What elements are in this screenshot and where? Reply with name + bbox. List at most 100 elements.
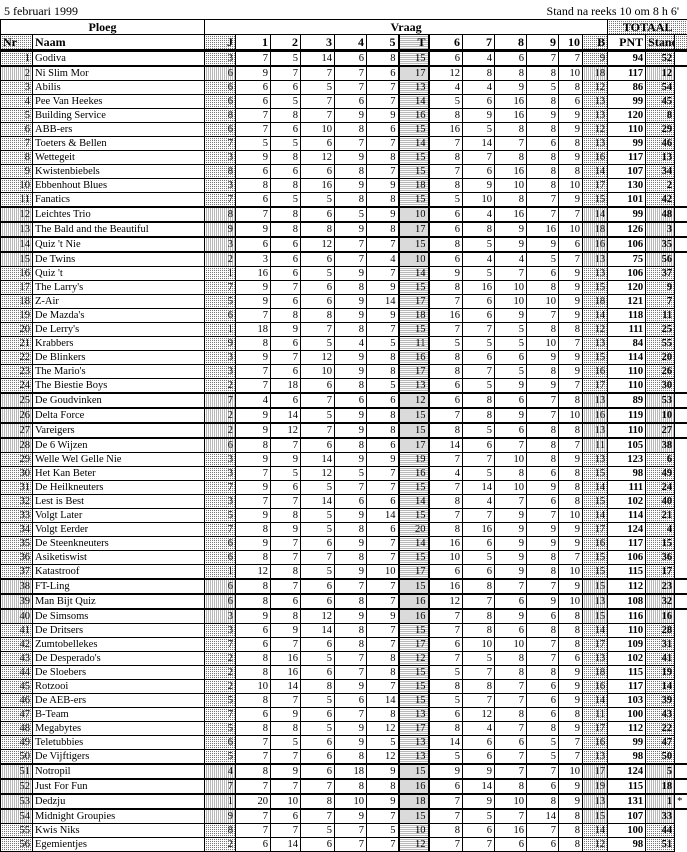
cell-j: 9 [205, 809, 236, 824]
cell-pnt: 116 [608, 609, 646, 624]
cell-note [675, 708, 687, 722]
cell-q5: 7 [367, 481, 399, 495]
cell-j: 6 [205, 123, 236, 137]
cell-name: Quiz 't Nie [33, 237, 205, 252]
cell-pnt: 102 [608, 652, 646, 666]
cell-q10: 9 [559, 666, 583, 680]
cell-q7: 4 [463, 81, 495, 95]
cell-nr: 22 [1, 351, 33, 365]
cell-q3: 7 [301, 393, 335, 408]
cell-stand: 5 [646, 764, 675, 779]
cell-name: De Dritsers [33, 624, 205, 638]
cell-nr: 15 [1, 252, 33, 267]
cell-q1: 6 [236, 165, 271, 179]
cell-q8: 10 [495, 295, 527, 309]
cell-pnt: 107 [608, 165, 646, 179]
cell-q4: 7 [335, 481, 367, 495]
cell-nr: 43 [1, 652, 33, 666]
cell-q8: 16 [495, 95, 527, 109]
cell-q5: 9 [367, 794, 399, 809]
cell-name: Wettegeit [33, 151, 205, 165]
cell-q10: 9 [559, 123, 583, 137]
cell-q8: 8 [495, 708, 527, 722]
cell-q5: 6 [367, 438, 399, 453]
cell-pnt: 101 [608, 193, 646, 208]
cell-q4: 7 [335, 666, 367, 680]
cell-nr: 21 [1, 337, 33, 351]
cell-j: 7 [205, 137, 236, 151]
cell-j: 6 [205, 551, 236, 565]
cell-stand: 15 [646, 537, 675, 551]
cell-q9: 9 [527, 109, 559, 123]
cell-q3: 7 [301, 95, 335, 109]
cell-q1: 7 [236, 109, 271, 123]
cell-stand: 49 [646, 467, 675, 481]
cell-pnt: 121 [608, 295, 646, 309]
cell-q7: 4 [463, 207, 495, 222]
cell-pnt: 106 [608, 551, 646, 565]
cell-q2: 16 [271, 652, 301, 666]
cell-t: 18 [399, 179, 429, 193]
cell-q1: 10 [236, 680, 271, 694]
cell-q2: 18 [271, 379, 301, 394]
cell-q8: 6 [495, 393, 527, 408]
column-header-q7: 7 [463, 35, 495, 51]
cell-b: 13 [583, 267, 608, 281]
cell-pnt: 115 [608, 779, 646, 794]
cell-t: 13 [399, 81, 429, 95]
cell-b: 15 [583, 281, 608, 295]
cell-nr: 28 [1, 438, 33, 453]
cell-j: 7 [205, 193, 236, 208]
cell-q6: 6 [429, 222, 463, 237]
cell-q10: 9 [559, 309, 583, 323]
cell-q9: 7 [527, 207, 559, 222]
cell-q8: 7 [495, 137, 527, 151]
cell-q9: 16 [527, 222, 559, 237]
cell-q5: 9 [367, 207, 399, 222]
cell-stand: 31 [646, 638, 675, 652]
cell-b: 14 [583, 207, 608, 222]
cell-q8: 8 [495, 193, 527, 208]
cell-q5: 7 [367, 680, 399, 694]
cell-q1: 9 [236, 509, 271, 523]
cell-note [675, 824, 687, 838]
cell-t: 15 [399, 151, 429, 165]
cell-stand: 52 [646, 51, 675, 67]
cell-q1: 7 [236, 379, 271, 394]
cell-q8: 9 [495, 565, 527, 580]
cell-name: FT-Ling [33, 579, 205, 594]
cell-name: Dedzju [33, 794, 205, 809]
cell-pnt: 103 [608, 694, 646, 708]
cell-name: De Twins [33, 252, 205, 267]
cell-j: 3 [205, 237, 236, 252]
cell-name: Godiva [33, 51, 205, 67]
cell-q6: 6 [429, 565, 463, 580]
cell-b: 13 [583, 794, 608, 809]
cell-q6: 7 [429, 624, 463, 638]
cell-note [675, 579, 687, 594]
cell-q2: 7 [271, 495, 301, 509]
cell-j: 3 [205, 351, 236, 365]
cell-q2: 7 [271, 351, 301, 365]
cell-j: 6 [205, 81, 236, 95]
cell-t: 14 [399, 95, 429, 109]
cell-q1: 9 [236, 537, 271, 551]
cell-q6: 8 [429, 237, 463, 252]
cell-q9: 7 [527, 193, 559, 208]
cell-q7: 16 [463, 523, 495, 537]
cell-stand: 7 [646, 295, 675, 309]
cell-j: 2 [205, 423, 236, 438]
cell-nr: 55 [1, 824, 33, 838]
cell-q2: 9 [271, 708, 301, 722]
cell-name: De Desperado's [33, 652, 205, 666]
cell-q7: 7 [463, 509, 495, 523]
cell-q4: 8 [335, 281, 367, 295]
cell-q10: 10 [559, 66, 583, 81]
cell-q5: 12 [367, 750, 399, 765]
cell-q5: 14 [367, 509, 399, 523]
